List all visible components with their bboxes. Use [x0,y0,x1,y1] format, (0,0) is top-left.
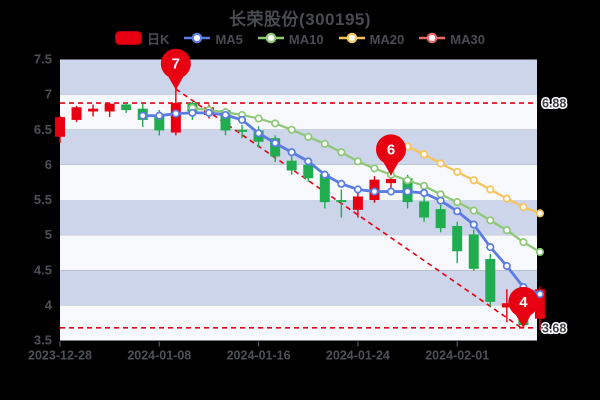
legend-item-ma20[interactable]: MA20 [338,31,405,47]
ma20-line-icon [338,32,365,46]
x-tick-2023-12-28: 2023-12-28 [28,349,92,363]
x-tick-2024-01-24: 2024-01-24 [326,349,390,363]
legend-label: 日K [147,31,170,47]
x-tick-2024-01-16: 2024-01-16 [227,349,291,363]
y-tick-4: 4 [45,297,53,312]
y-tick-4.5: 4.5 [34,262,52,277]
ma30-line-icon [419,32,446,46]
x-tick-2024-02-01: 2024-02-01 [425,349,489,363]
y-tick-6: 6 [45,157,52,172]
svg-text:7: 7 [172,56,180,73]
x-tick-2024-01-08: 2024-01-08 [127,349,191,363]
price-label-6.88: 6.88 [542,97,566,111]
y-axis: 7.5 7 6.5 6 5.5 5 4.5 4 3.5 [34,52,53,348]
legend-item-ma5[interactable]: MA5 [184,31,243,47]
ref-lines: 6.88 3.68 [60,95,568,337]
marker-balloon-7: 7 [160,48,191,90]
y-tick-6.5: 6.5 [34,122,52,137]
legend-label: MA20 [369,31,405,47]
kline-swatch-icon [115,31,143,47]
ma10-line-icon [257,32,284,46]
ma-line-ma5 [138,108,545,299]
svg-text:4: 4 [519,294,528,311]
ma5-line-icon [184,32,211,46]
legend-label: MA10 [288,31,324,47]
trendline [175,88,524,330]
legend-label: MA30 [450,31,485,47]
legend-label: MA5 [215,31,243,47]
marker-balloon-4: 4 [508,286,539,328]
y-tick-3.5: 3.5 [34,333,52,348]
y-tick-5: 5 [45,227,52,242]
chart-title: 长荣股份(300195) [228,10,372,29]
y-tick-7.5: 7.5 [34,52,52,67]
chart-legend: 日K MA5 MA10 MA20 MA30 [0,30,600,48]
plot-bands [60,59,537,341]
price-label-3.68: 3.68 [542,321,566,335]
legend-item-ma30[interactable]: MA30 [419,32,485,46]
y-tick-7: 7 [45,87,52,102]
marker-balloon-6: 6 [376,134,406,176]
legend-item-ma10[interactable]: MA10 [257,31,324,47]
svg-text:6: 6 [387,141,395,158]
legend-item-daily-k[interactable]: 日K [115,31,169,47]
x-axis: 2023-12-28 2024-01-08 2024-01-16 2024-01-24… [28,341,489,363]
y-tick-5.5: 5.5 [34,192,52,207]
